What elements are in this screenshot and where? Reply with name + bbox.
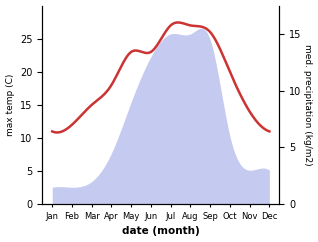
- Y-axis label: med. precipitation (kg/m2): med. precipitation (kg/m2): [303, 44, 313, 166]
- X-axis label: date (month): date (month): [122, 227, 200, 236]
- Y-axis label: max temp (C): max temp (C): [5, 74, 15, 136]
